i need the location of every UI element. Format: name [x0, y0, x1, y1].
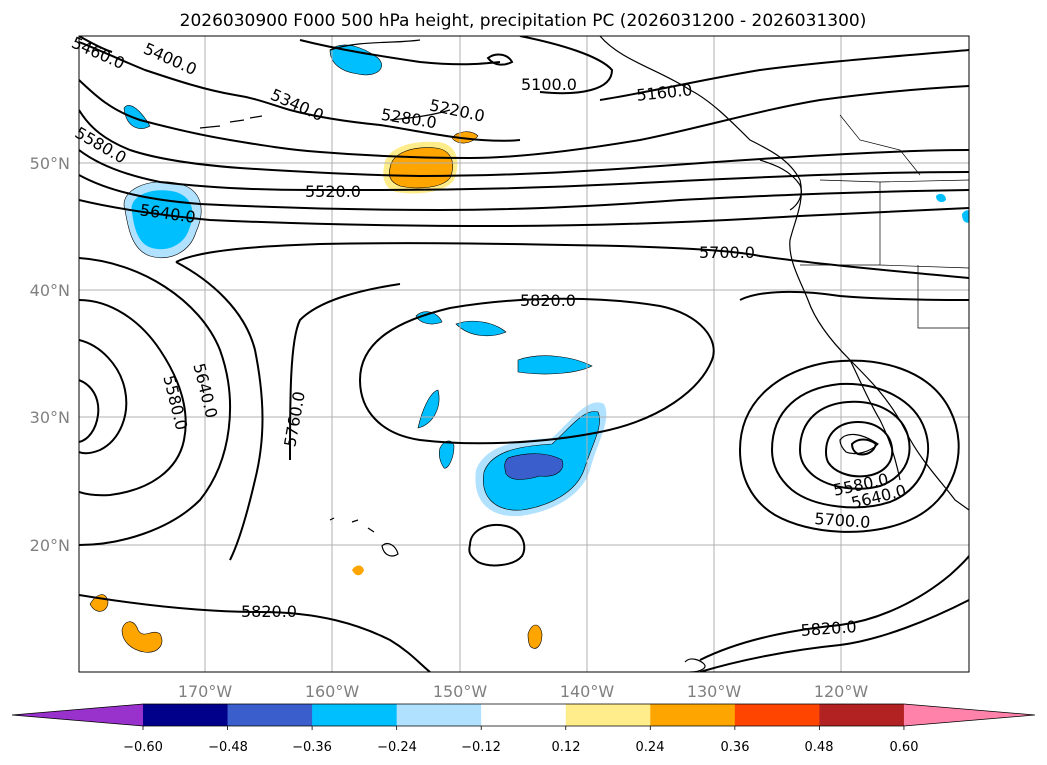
- contour-line: [599, 49, 969, 101]
- precip-blob-aleutian-core: [131, 190, 193, 250]
- contour-line: [770, 382, 930, 509]
- precip-blob-s2: [352, 565, 364, 576]
- figure-title: 2026030900 F000 500 hPa height, precipit…: [180, 11, 867, 31]
- precip-blob-north: [329, 44, 382, 76]
- contour-line: [175, 261, 264, 561]
- colorbar-tick-label: −0.48: [208, 740, 248, 755]
- contour-line: [358, 297, 715, 445]
- contour-line: [79, 174, 969, 212]
- lon-tick-label: 170°W: [178, 682, 233, 701]
- map-frame: [78, 35, 970, 673]
- contour-label: 5820.0: [800, 617, 857, 640]
- contour-line: [798, 400, 911, 490]
- precip-blob-sw2: [121, 621, 163, 653]
- contour-line: [79, 109, 969, 178]
- colorbar-tick-label: 0.48: [805, 740, 834, 755]
- contour-line: [79, 257, 232, 546]
- colorbar-segment: [734, 704, 820, 726]
- colorbar-tick-label: −0.12: [461, 740, 501, 755]
- contour-line: [824, 420, 894, 478]
- lat-tick-label: 50°N: [30, 154, 70, 173]
- lon-tick-label: 130°W: [687, 682, 742, 701]
- colorbar: −0.60 −0.48 −0.36 −0.24 −0.12 0.12 0.24 …: [11, 703, 1036, 755]
- colorbar-tick-label: −0.36: [292, 740, 332, 755]
- colorbar-segment: [565, 704, 651, 726]
- precip-blob-streak5: [438, 440, 455, 469]
- longitude-ticks: 170°W 160°W 150°W 140°W 130°W 120°W: [178, 682, 869, 701]
- contour-label: 5700.0: [814, 509, 871, 532]
- map-panel: 5400.0 5340.0 5280.0 5220.0 5100.0 5160.…: [30, 33, 970, 701]
- contour-line: [486, 53, 514, 66]
- precip-blob-e2: [962, 210, 969, 223]
- colorbar-tick-label: 0.36: [721, 740, 750, 755]
- colorbar-segment: [143, 704, 229, 726]
- contour-line: [850, 438, 878, 456]
- contour-line: [79, 339, 128, 455]
- colorbar-tick-label: 0.12: [552, 740, 581, 755]
- lon-tick-label: 160°W: [305, 682, 360, 701]
- contour-line: [79, 41, 521, 142]
- colorbar-segment: [481, 704, 567, 726]
- contour-line: [79, 199, 969, 228]
- lat-tick-label: 40°N: [30, 281, 70, 300]
- contour-line: [79, 299, 187, 497]
- contour-line: [468, 524, 526, 567]
- contour-label: 5700.0: [699, 243, 755, 262]
- lat-tick-label: 20°N: [30, 536, 70, 555]
- contour-line: [299, 39, 501, 66]
- colorbar-segments: [12, 704, 1035, 726]
- lat-tick-label: 30°N: [30, 408, 70, 427]
- contour-label: 5820.0: [520, 291, 576, 310]
- colorbar-segment: [227, 704, 313, 726]
- contour-line: [699, 599, 969, 672]
- colorbar-tick-label: 0.24: [636, 740, 665, 755]
- contour-line: [699, 555, 969, 661]
- contour-line: [739, 290, 969, 301]
- precip-blob-streak4: [417, 389, 440, 429]
- precip-blob-nw1: [123, 105, 151, 129]
- lon-tick-label: 120°W: [814, 682, 869, 701]
- contour-label: 5820.0: [241, 602, 297, 621]
- precip-blob-central-strong: [504, 453, 564, 480]
- contour-line: [79, 79, 969, 160]
- colorbar-tick-label: −0.24: [377, 740, 417, 755]
- contour-line: [519, 36, 614, 95]
- contour-label: 5520.0: [305, 182, 361, 201]
- precip-blob-streak3: [415, 311, 443, 325]
- latitude-ticks: 50°N 40°N 30°N 20°N: [30, 154, 70, 555]
- precip-blob-streak1: [517, 355, 593, 375]
- colorbar-segment: [312, 704, 398, 726]
- contour-label: 5100.0: [521, 75, 577, 94]
- contour-line: [79, 379, 100, 443]
- lon-tick-label: 150°W: [433, 682, 488, 701]
- colorbar-tick-label: −0.60: [123, 740, 163, 755]
- precip-blob-e1: [936, 193, 946, 203]
- contour-line: [79, 149, 969, 191]
- map-background: [79, 36, 969, 672]
- precip-blob-s1: [527, 624, 543, 649]
- precip-blob-streak2: [455, 320, 507, 337]
- contour-line: [289, 283, 401, 461]
- height-contours: [79, 36, 969, 672]
- colorbar-ticks: −0.60 −0.48 −0.36 −0.24 −0.12 0.12 0.24 …: [123, 726, 918, 755]
- colorbar-segment: [650, 704, 736, 726]
- contour-line: [738, 359, 960, 533]
- colorbar-segment: [819, 704, 905, 726]
- contour-line: [175, 242, 969, 279]
- colorbar-extend-high: [903, 704, 1035, 726]
- colorbar-segment: [396, 704, 482, 726]
- contour-line: [79, 594, 431, 672]
- contour-line: [79, 36, 113, 53]
- state-borders: [800, 114, 969, 329]
- lon-tick-label: 140°W: [560, 682, 615, 701]
- colorbar-extend-low: [12, 704, 143, 726]
- colorbar-tick-label: 0.60: [890, 740, 919, 755]
